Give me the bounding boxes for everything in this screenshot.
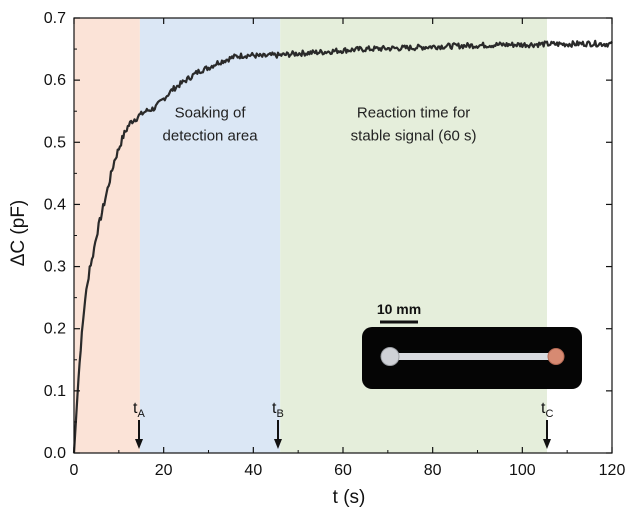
- axes: 0 20 40 60 80 100 120 0.0 0.1 0.2 0.3 0.4 0.5 0.6 0.7: [44, 10, 626, 479]
- x-tick-label-60: 60: [334, 462, 352, 479]
- y-tick-label-0: 0.0: [44, 445, 66, 462]
- sensor-left-pad: [380, 347, 400, 366]
- x-tick-label-120: 120: [599, 462, 626, 479]
- x-tick-label-80: 80: [424, 462, 442, 479]
- region-1: [74, 18, 140, 453]
- region-label-3-line-1: Reaction time for: [357, 104, 470, 121]
- scale-bar-label: 10 mm: [377, 301, 421, 317]
- marker-ta-arrow-head: [135, 439, 144, 449]
- sensor-detection-area: [547, 348, 565, 365]
- marker-tb-arrow-head: [273, 439, 282, 449]
- y-tick-label-1: 0.1: [44, 383, 66, 400]
- sensor-strip: [392, 353, 558, 360]
- x-tick-label-100: 100: [509, 462, 536, 479]
- marker-tb-label: tB: [272, 400, 284, 420]
- region-label-3-line-2: stable signal (60 s): [351, 127, 477, 144]
- y-tick-label-4: 0.4: [44, 196, 66, 213]
- x-tick-label-40: 40: [244, 462, 262, 479]
- y-axis-label: ΔC (pF): [8, 200, 29, 267]
- region-annotations: Soaking of detection area Reaction time fo…: [163, 104, 477, 144]
- marker-tc-arrow-head: [542, 439, 551, 449]
- region-label-2-line-2: detection area: [163, 127, 259, 144]
- y-tick-label-7: 0.7: [44, 10, 66, 27]
- y-tick-label-3: 0.3: [44, 259, 66, 276]
- x-tick-label-0: 0: [70, 462, 79, 479]
- y-tick-label-5: 0.5: [44, 134, 66, 151]
- data-series: [72, 39, 613, 454]
- series-line: [72, 39, 613, 454]
- region-2: [139, 18, 281, 453]
- region-label-2-line-1: Soaking of: [175, 104, 247, 121]
- x-axis-label: t (s): [333, 487, 366, 508]
- x-tick-label-20: 20: [155, 462, 173, 479]
- y-tick-label-6: 0.6: [44, 72, 66, 89]
- sensor-photo-inset: 10 mm: [362, 301, 582, 389]
- y-tick-label-2: 0.2: [44, 321, 66, 338]
